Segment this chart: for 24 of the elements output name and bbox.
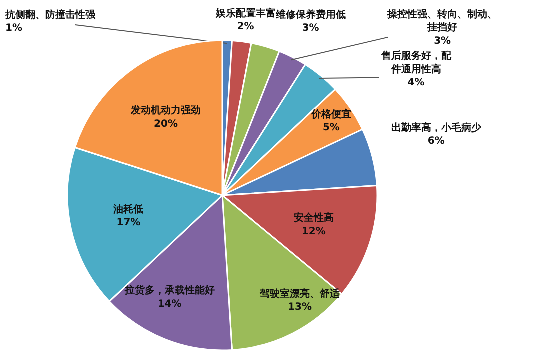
- slice-label: 驾驶室漂亮、舒适: [259, 288, 341, 300]
- data-label: 5%: [322, 122, 340, 134]
- data-label: 12%: [302, 226, 326, 238]
- slice-label: 操控性强、转向、制动、挂挡好: [386, 8, 498, 34]
- data-label: 3%: [302, 23, 320, 34]
- data-label: 14%: [158, 298, 182, 310]
- slice-label: 拉货多，承载性能好: [124, 284, 215, 297]
- slice-label: 出勤率高，小毛病少: [391, 122, 482, 134]
- data-label: 13%: [288, 302, 312, 313]
- slice-label: 维修保养费用低: [274, 8, 346, 21]
- data-label: 6%: [428, 136, 445, 148]
- slice-label: 售后服务好，配件通用性高: [380, 50, 452, 76]
- data-label: 20%: [154, 118, 178, 130]
- slice-label: 娱乐配置丰富: [214, 7, 276, 20]
- data-label: 3%: [434, 36, 452, 47]
- slice-label: 价格便宜: [310, 108, 352, 120]
- data-label: 17%: [116, 218, 141, 229]
- slice-label: 发动机动力强劲: [130, 104, 202, 117]
- slice-label: 安全性高: [294, 212, 334, 224]
- slice-label: 抗侧翻、防撞击性强: [4, 8, 96, 21]
- slice-label: 油耗低: [112, 203, 144, 216]
- data-label: 1%: [6, 23, 22, 34]
- data-label: 4%: [408, 78, 425, 89]
- data-label: 2%: [237, 21, 254, 32]
